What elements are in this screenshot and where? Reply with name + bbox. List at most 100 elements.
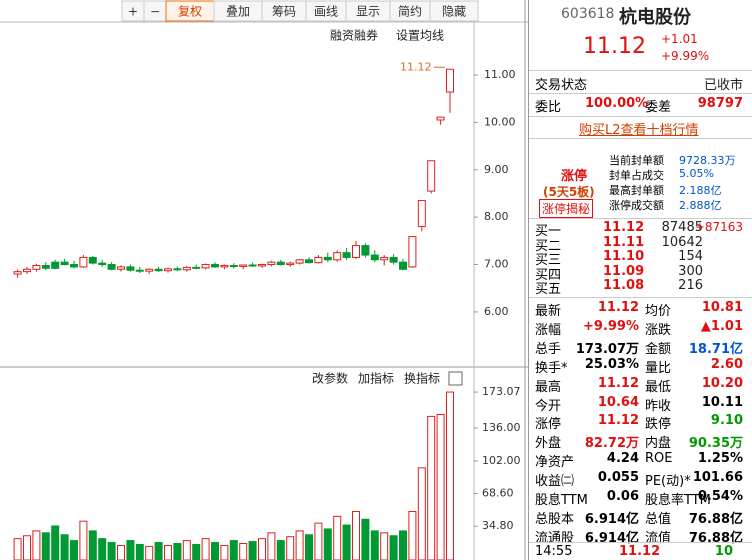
label: 内盘 [645, 436, 672, 452]
value: 11.12 [597, 300, 639, 315]
candle-body [220, 264, 229, 268]
volume-bar [305, 534, 313, 560]
volume-bar [13, 538, 22, 560]
candle-body [117, 266, 125, 270]
label: 涨停 [535, 417, 562, 433]
volume-bar [267, 532, 276, 560]
label: 委差 [645, 100, 672, 115]
candle-body [145, 268, 154, 272]
y-tick-label: 34.80 [482, 519, 514, 532]
label: 涨跌 [645, 322, 672, 338]
value: 0.06 [606, 489, 639, 504]
indicator-button[interactable]: 换指标 [404, 371, 440, 386]
toolbar-label[interactable]: 叠加 [226, 5, 250, 19]
label: 量比 [645, 360, 672, 376]
y-tick-label: 7.00 [484, 258, 509, 271]
value: 25.03% [584, 356, 639, 372]
toolbar-label[interactable]: 筹码 [272, 5, 296, 19]
candle-body [70, 264, 78, 268]
candle-body [60, 261, 69, 266]
label: 涨停成交额 [609, 199, 664, 212]
limit-button[interactable]: 涨停揭秘 [539, 199, 594, 218]
value: 9728.33万 [679, 154, 736, 167]
value: 已收市 [703, 78, 743, 93]
volume-bar [380, 532, 389, 560]
toolbar-label[interactable]: 简约 [398, 4, 422, 19]
candle-body [370, 254, 379, 261]
value: 9.10 [710, 413, 743, 429]
price: 11.12 [583, 34, 646, 59]
candle-body [173, 268, 182, 271]
y-tick-label: 173.07 [482, 385, 521, 398]
label: 总手 [535, 341, 562, 357]
label: 股息TTM [535, 493, 588, 508]
toolbar-button[interactable] [429, 0, 479, 22]
indicator-button[interactable]: 改参数 [312, 371, 348, 386]
candle-body [446, 68, 454, 93]
toolbar-label[interactable]: 复权 [178, 5, 202, 19]
label: ROE [645, 451, 673, 467]
value: 11.12 [619, 544, 661, 559]
value: 2.188亿 [679, 184, 722, 197]
y-tick-label: 11.00 [484, 68, 516, 81]
candle-body [135, 269, 144, 272]
limit-title: 涨停 [561, 169, 588, 184]
toolbar-label[interactable]: 显示 [356, 5, 380, 19]
close-button[interactable] [448, 371, 463, 386]
value: 10642 [661, 234, 703, 250]
candle-body [267, 261, 276, 266]
y-tick-label: 8.00 [484, 210, 509, 223]
indicator-button[interactable]: 加指标 [358, 371, 394, 386]
candle-body [436, 116, 445, 121]
value: 173.07万 [575, 341, 639, 357]
label: 买四 [535, 267, 562, 283]
volume-bar [342, 524, 351, 560]
candle-body [32, 264, 41, 270]
change-pct: +9.99% [661, 49, 710, 63]
candle-body [229, 264, 238, 267]
quote-panel: 603618 杭电股份 11.12 +1.01 +9.99% 交易状态 已收市 委比 100.0… [528, 0, 752, 560]
volume-bar [70, 540, 78, 560]
candle-body [164, 268, 172, 272]
row-border [529, 542, 752, 543]
y-tick-label: 9.00 [484, 163, 509, 176]
volume-bar [352, 510, 360, 560]
toolbar-label[interactable]: 隐藏 [442, 5, 466, 19]
last-price-label: 11.12 [400, 60, 432, 73]
volume-bar [417, 467, 426, 560]
value: 10.20 [701, 375, 743, 391]
volume-bar [107, 542, 116, 560]
volume-bar [182, 540, 191, 560]
toolbar-label[interactable]: 画线 [314, 5, 338, 19]
value: 2.60 [710, 356, 743, 372]
label: 涨幅 [535, 322, 562, 338]
candle-body [192, 266, 201, 269]
value: 10.11 [701, 394, 743, 410]
value: 76.88亿 [688, 511, 743, 527]
volume-bar [314, 522, 323, 560]
label: 股息率TTM [645, 493, 711, 508]
l2-link[interactable]: 购买L2查看十档行情 [579, 123, 699, 138]
row-border [529, 116, 752, 117]
label: 今开 [535, 398, 562, 414]
y-tick-label: 68.60 [482, 486, 514, 499]
candle-body [427, 160, 436, 192]
value: 82.72万 [584, 436, 639, 452]
value: 87485 [661, 220, 703, 235]
toolbar-label[interactable]: − [150, 5, 160, 19]
volume-bar [126, 540, 135, 560]
annotation[interactable]: 设置均线 [396, 29, 444, 43]
candle-body [305, 259, 313, 264]
volume-bar [408, 510, 417, 560]
volume-bar [135, 543, 144, 560]
row-border [529, 138, 752, 139]
candle-body [295, 259, 304, 264]
volume-bar [239, 543, 248, 560]
candle-body [258, 264, 266, 267]
value: 11.12 [603, 220, 645, 235]
label: 换手* [535, 360, 568, 376]
label: 均价 [645, 304, 672, 319]
volume-bar [446, 391, 454, 560]
label: 最低 [645, 379, 672, 395]
toolbar-label[interactable]: + [128, 5, 138, 19]
